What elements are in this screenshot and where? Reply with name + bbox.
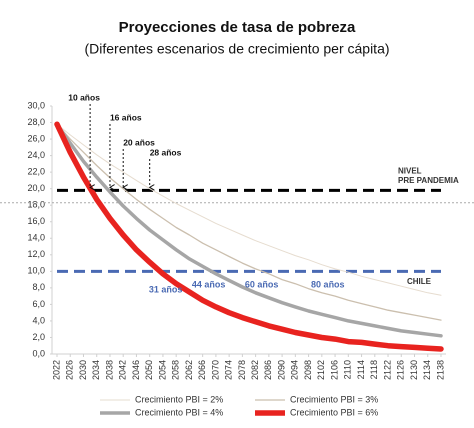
series-line	[55, 122, 443, 338]
y-tick-label: 0,0	[32, 348, 45, 358]
x-tick-label: 2070	[210, 360, 220, 380]
y-tick-label: 2,0	[32, 332, 45, 342]
x-tick-label: 2050	[144, 360, 154, 380]
annotation: 80 años	[311, 279, 345, 289]
chart-title: Proyecciones de tasa de pobreza	[119, 19, 356, 36]
x-tick-label: 2134	[422, 360, 432, 380]
legend-label: Crecimiento PBI = 3%	[290, 394, 378, 404]
y-tick-label: 16,0	[27, 216, 45, 226]
x-tick-label: 2054	[157, 360, 167, 380]
x-tick-label: 2074	[224, 360, 234, 380]
y-tick-label: 6,0	[32, 299, 45, 309]
annotation: 10 años	[68, 92, 100, 102]
annotation: 60 años	[245, 279, 279, 289]
y-tick-label: 10,0	[27, 266, 45, 276]
x-tick-label: 2058	[171, 360, 181, 380]
x-tick-label: 2094	[290, 360, 300, 380]
y-tick-label: 30,0	[27, 100, 45, 110]
x-tick-label: 2046	[131, 360, 141, 380]
x-tick-label: 2022	[51, 360, 61, 380]
y-tick-label: 14,0	[27, 233, 45, 243]
annotation: 31 años	[149, 284, 183, 294]
x-tick-label: 2078	[237, 360, 247, 380]
x-tick-label: 2038	[104, 360, 114, 380]
y-tick-label: 28,0	[27, 117, 45, 127]
y-tick-label: 24,0	[27, 150, 45, 160]
reference-label: NIVEL	[398, 166, 422, 175]
chart-subtitle: (Diferentes escenarios de crecimiento pe…	[84, 41, 389, 57]
x-tick-label: 2118	[369, 360, 379, 379]
reference-label: CHILE	[407, 277, 432, 286]
y-tick-label: 18,0	[27, 200, 45, 210]
x-tick-label: 2102	[316, 360, 326, 380]
y-tick-label: 12,0	[27, 249, 45, 259]
legend-label: Crecimiento PBI = 6%	[290, 407, 378, 417]
x-tick-label: 2086	[263, 360, 273, 380]
x-tick-label: 2122	[382, 360, 392, 380]
x-tick-label: 2098	[303, 360, 313, 380]
legend-label: Crecimiento PBI = 4%	[135, 407, 223, 417]
series-line	[56, 123, 442, 296]
x-tick-label: 2030	[78, 360, 88, 380]
y-tick-label: 22,0	[27, 167, 45, 177]
x-tick-label: 2062	[184, 360, 194, 380]
annotation: 28 años	[150, 147, 182, 157]
x-tick-label: 2090	[276, 360, 286, 380]
annotation: 44 años	[192, 279, 226, 289]
series-line	[56, 123, 442, 321]
x-tick-label: 2126	[396, 360, 406, 380]
x-tick-label: 2106	[329, 360, 339, 380]
y-tick-label: 26,0	[27, 133, 45, 143]
annotation: 16 años	[110, 112, 142, 122]
annotation: 20 años	[123, 137, 155, 147]
series-line	[54, 121, 444, 352]
legend-label: Crecimiento PBI = 2%	[135, 394, 223, 404]
reference-label: PRE PANDEMIA	[398, 176, 459, 185]
x-tick-label: 2066	[197, 360, 207, 380]
x-tick-label: 2130	[409, 360, 419, 380]
x-tick-label: 2110	[343, 360, 353, 379]
y-tick-label: 8,0	[32, 282, 45, 292]
x-tick-label: 2138	[435, 360, 445, 380]
x-tick-label: 2114	[356, 360, 366, 379]
y-tick-label: 20,0	[27, 183, 45, 193]
x-tick-label: 2034	[91, 360, 101, 380]
x-tick-label: 2042	[118, 360, 128, 380]
x-tick-label: 2026	[65, 360, 75, 380]
y-tick-label: 4,0	[32, 315, 45, 325]
x-tick-label: 2082	[250, 360, 260, 380]
